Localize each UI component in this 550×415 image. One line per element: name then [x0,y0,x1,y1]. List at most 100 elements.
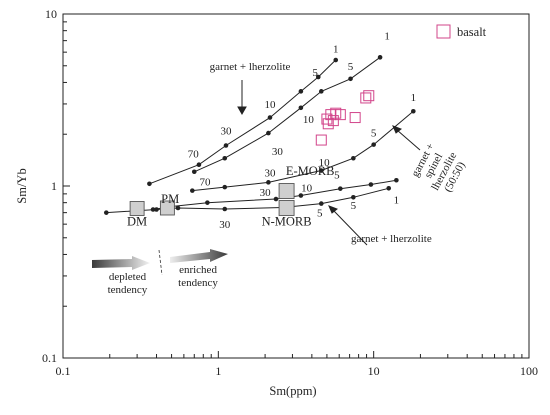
x-axis-label: Sm(ppm) [269,384,316,398]
axis-ticks: 0.1 1 10 100 0.1 1 10 [42,7,538,378]
basalt-samples [315,90,375,146]
annotation-line: tendency [108,284,148,296]
reference-point-label: E-MORB [286,164,335,178]
melt-fraction-label: 5 [334,169,340,181]
depleted-tendency-arrow [92,256,150,270]
melt-fraction-label: 30 [220,126,232,138]
mixing-point [175,205,181,211]
basalt-sample-marker [334,109,346,121]
mixing-curve [194,56,381,173]
melt-fraction-label: 70 [199,177,211,189]
y-tick-label: 1 [51,179,57,193]
mixing-curve [153,179,397,210]
mixing-point [318,201,324,206]
reference-point-label: N-MORB [262,215,312,229]
x-tick-label: 10 [368,364,380,378]
melt-fraction-label: 70 [188,148,200,160]
mixing-point [266,130,271,136]
melt-fraction-label: 1 [394,194,400,206]
annotation-garnet-lherzolite-bottom: garnet + lherzolite [351,233,432,245]
mixing-point [196,162,202,167]
melt-fraction-label: 5 [371,127,377,139]
melt-fraction-label: 30 [264,167,276,179]
mixing-point [154,207,159,212]
melt-fraction-label: 30 [219,219,231,231]
mixing-point [386,185,392,191]
mixing-point [190,188,195,193]
basalt-sample-marker [363,90,375,102]
reference-point-marker [278,200,295,216]
mixing-point [298,89,304,94]
melt-fraction-label: 5 [312,67,318,79]
melt-fraction-label: 10 [264,99,276,111]
mixing-point [318,89,324,94]
tendency-divider [158,249,163,276]
annotation-line: tendency [178,277,218,289]
melt-fraction-label: 30 [260,187,272,199]
melt-fraction-label: 10 [303,114,315,126]
melt-fraction-label: 1 [333,44,339,56]
reference-points: DM PM E-MORB N-MORB [127,164,334,229]
mixing-point [333,57,339,63]
annotation-line: enriched [179,264,217,276]
mixing-point [318,168,324,173]
legend-label: basalt [457,25,487,39]
annotation-line: depleted [109,271,147,283]
mixing-point [222,206,228,212]
reference-point-marker [129,201,145,216]
mixing-point [266,180,271,185]
melt-fraction-label: 5 [351,200,357,212]
reference-point-marker [159,200,175,216]
reference-point-label: PM [161,192,179,206]
mixing-point [348,76,353,82]
mixing-point [223,143,229,148]
basalt-sample-marker [315,134,327,146]
y-tick-label: 10 [45,7,57,21]
annotation-line: garnet + lherzolite [210,61,291,73]
annotation-garnet-lherzolite-top: garnet + lherzolite [210,61,291,73]
basalt-sample-marker [322,118,334,130]
plot-frame [62,13,530,359]
mixing-point [298,193,304,198]
mixing-point [371,142,376,147]
mixing-point [411,108,416,114]
melt-fraction-label: 1 [384,30,390,42]
mixing-point [338,186,343,191]
x-tick-label: 1 [215,364,221,378]
legend-marker [436,24,451,39]
mixing-point [267,115,273,120]
y-tick-label: 0.1 [42,351,57,365]
x-tick-label: 0.1 [56,364,71,378]
mixing-point [377,55,383,60]
legend: basalt [436,24,487,39]
basalt-sample-marker [360,92,372,104]
y-axis-label: Sm/Yb [15,168,29,203]
mixing-point [147,181,152,187]
leader-arrows [237,80,421,246]
melt-fraction-label: 1 [411,92,417,104]
mixing-point [103,210,109,215]
mixing-point [368,182,374,187]
x-tick-label: 100 [520,364,538,378]
reference-point-label: DM [127,215,147,229]
melt-fraction-label: 5 [317,208,323,220]
melt-fraction-label: 30 [272,146,284,158]
mixing-point [205,200,210,205]
mixing-point [394,177,399,183]
melt-fraction-label: 10 [319,157,331,169]
melt-fraction-label: 5 [348,61,354,73]
mixing-point [351,194,356,200]
mixing-point [315,74,321,80]
mixing-point [298,105,304,111]
basalt-sample-marker [349,112,361,124]
mixing-point [222,155,228,161]
melt-fraction-label: 10 [301,183,313,195]
enriched-tendency-arrow [170,249,228,263]
reference-point-marker [278,183,295,199]
mixing-point [273,196,279,202]
mixing-point [191,169,197,175]
